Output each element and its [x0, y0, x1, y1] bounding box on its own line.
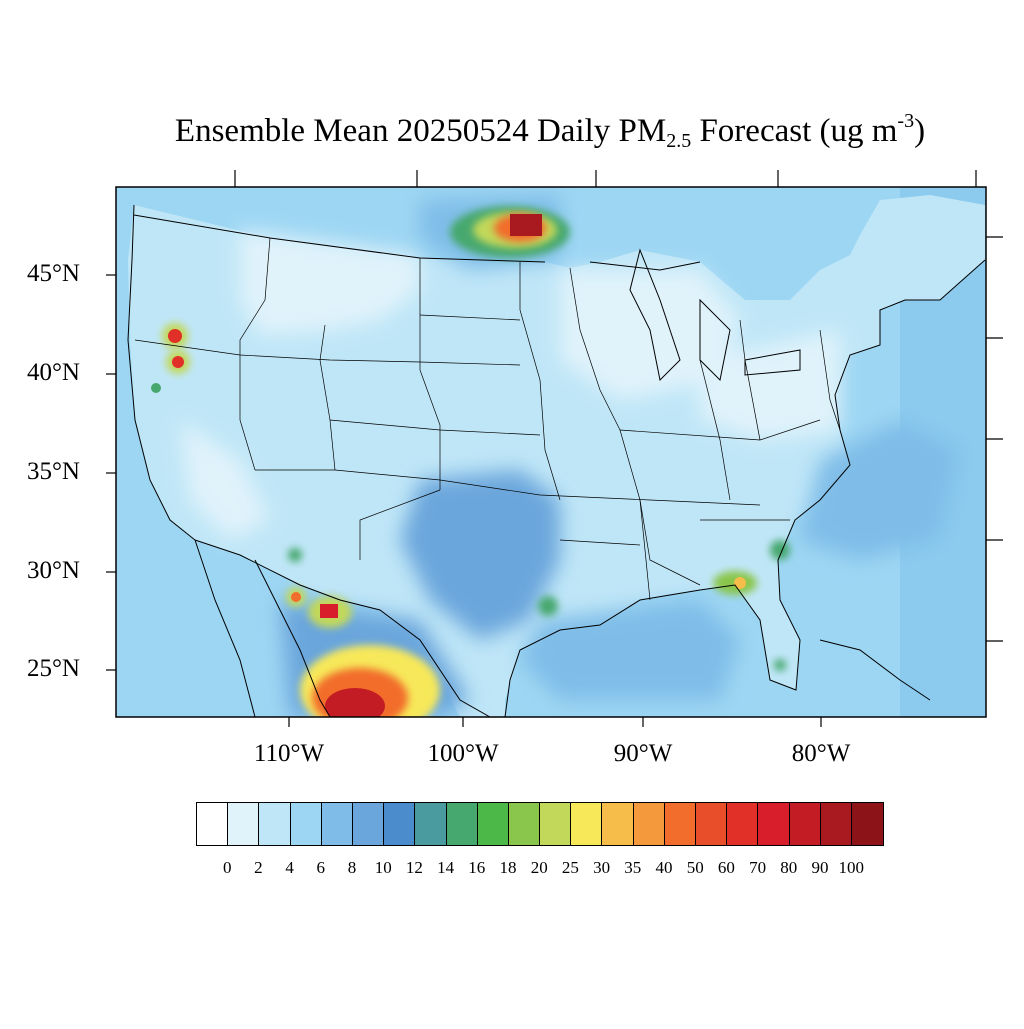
legend-tick-label: 30	[593, 858, 611, 877]
title-subscript: 2.5	[666, 130, 692, 152]
hotspot-california	[151, 383, 161, 393]
legend-tick-label: 6	[316, 858, 326, 877]
lat-label-40: 40°N	[26, 359, 80, 386]
lon-label-80: 80°W	[791, 740, 851, 767]
legend-tick-label: 10	[374, 858, 392, 877]
legend-tick-label: 18	[499, 858, 517, 877]
legend-swatch	[197, 803, 229, 845]
legend-swatch	[540, 803, 572, 845]
legend-tick-label: 100	[838, 858, 864, 877]
legend-swatch	[696, 803, 728, 845]
legend-tick-label: 90	[811, 858, 829, 877]
legend-tick-label: 60	[717, 858, 735, 877]
legend-swatch	[384, 803, 416, 845]
legend-tick-label: 25	[561, 858, 579, 877]
legend-swatch	[602, 803, 634, 845]
hotspot-sonora-north	[286, 587, 306, 607]
legend-tick-label: 8	[347, 858, 357, 877]
hotspot-georgia	[713, 571, 757, 595]
legend-swatch	[477, 803, 509, 845]
lon-label-100: 100°W	[427, 740, 499, 767]
lat-label-35: 35°N	[26, 458, 80, 485]
hotspot-mexico-large	[300, 645, 440, 717]
hotspot-texas-coast	[538, 596, 558, 616]
title-suffix: )	[914, 113, 926, 149]
legend-tick-label: 12	[405, 858, 423, 877]
legend-tick-label: 14	[437, 858, 455, 877]
country-borders	[133, 214, 546, 717]
legend-swatch	[820, 803, 852, 845]
atlantic-plume	[800, 420, 960, 560]
legend-swatch	[415, 803, 447, 845]
lon-label-90: 90°W	[613, 740, 673, 767]
legend-swatch	[508, 803, 541, 845]
lat-label-45: 45°N	[26, 260, 80, 287]
hotspot-south-carolina	[770, 540, 790, 560]
hotspot-chihuahua	[308, 596, 352, 628]
legend-tick-label: 16	[468, 858, 486, 877]
southern-plume	[400, 470, 560, 640]
hotspot-arizona	[288, 548, 302, 562]
legend-swatch	[352, 803, 385, 845]
legend-swatch	[571, 803, 603, 845]
legend-swatch	[259, 803, 291, 845]
hotspot-oregon-north	[162, 323, 188, 349]
legend-tick-label: 70	[749, 858, 767, 877]
legend-swatch	[321, 803, 353, 845]
legend-tick-label: 40	[655, 858, 673, 877]
legend-tick-label: 2	[254, 858, 263, 877]
legend-tick-label: 4	[285, 858, 294, 877]
state-boundaries	[134, 237, 841, 601]
light-interior	[180, 230, 840, 540]
title-middle: Forecast (ug m	[691, 113, 898, 149]
legend-swatch	[851, 803, 884, 845]
legend-tick-label: 0	[222, 858, 232, 877]
legend-swatch	[789, 803, 821, 845]
title-prefix: Ensemble Mean 20250524 Daily PM	[174, 113, 667, 149]
hotspot-oregon-south	[166, 350, 190, 374]
map-title: Ensemble Mean 20250524 Daily PM2.5 Forec…	[0, 110, 1024, 153]
legend-swatch	[664, 803, 696, 845]
lon-label-110: 110°W	[253, 740, 325, 767]
color-legend: 0 2 4 6 8 10 12 14 16 18 20 25 30 35 40 50 60 70 80 90 100	[196, 802, 885, 877]
legend-bar	[196, 802, 885, 846]
lat-label-25: 25°N	[26, 655, 80, 682]
map-field	[116, 187, 986, 717]
legend-tick-label: 50	[686, 858, 704, 877]
map-frame	[115, 186, 987, 718]
legend-tick-label: 80	[780, 858, 798, 877]
gulf-plume	[520, 600, 740, 700]
lat-label-30: 30°N	[26, 557, 80, 584]
legend-swatch	[290, 803, 322, 845]
legend-tick-label: 20	[530, 858, 548, 877]
hotspot-florida	[774, 659, 786, 671]
hotspot-north-dakota	[450, 206, 570, 258]
legend-swatch	[727, 803, 759, 845]
axis-ticks	[106, 170, 1003, 727]
legend-swatch	[633, 803, 665, 845]
coastlines	[127, 204, 986, 717]
legend-swatch	[228, 803, 260, 845]
legend-tick-label: 35	[624, 858, 642, 877]
legend-swatch	[758, 803, 790, 845]
legend-swatch	[446, 803, 478, 845]
title-superscript: -3	[897, 110, 915, 132]
